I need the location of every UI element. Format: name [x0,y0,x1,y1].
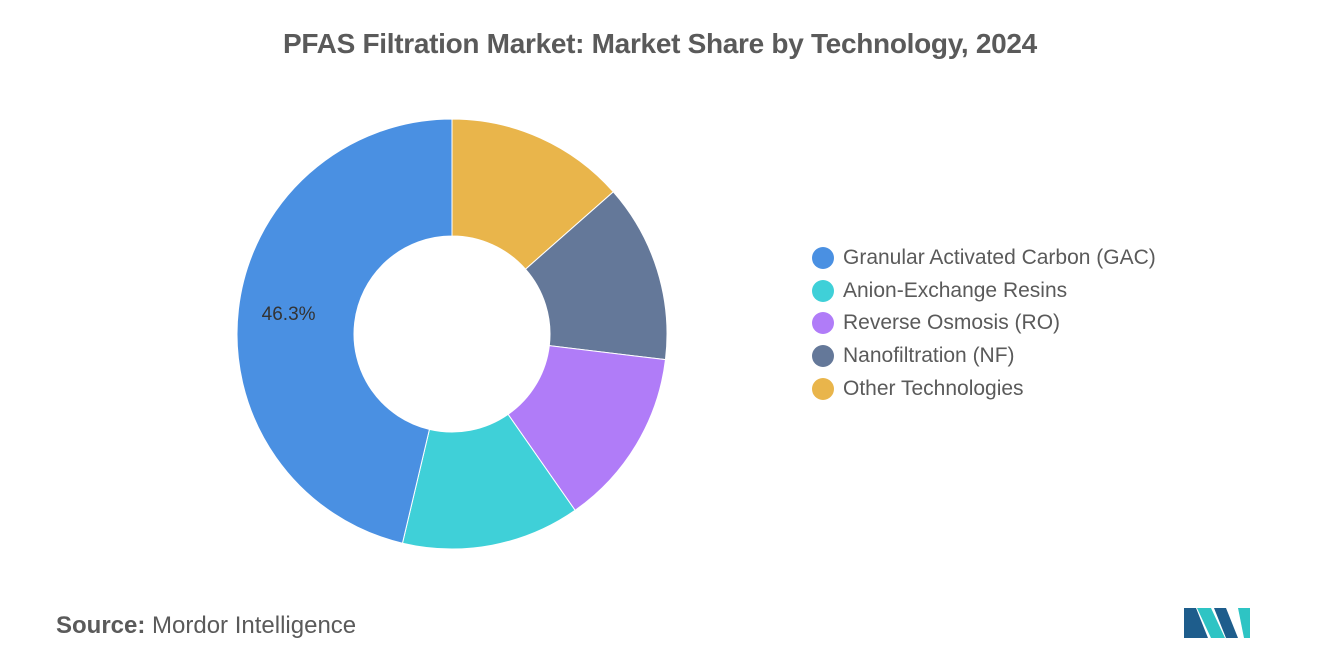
mordor-intelligence-logo-icon [1184,608,1250,638]
legend-item: Nanofiltration (NF) [812,340,1156,373]
legend-swatch [812,377,834,400]
legend-label: Other Technologies [843,376,1024,400]
donut-slice [236,118,453,544]
legend-item: Anion-Exchange Resins [812,275,1156,308]
donut-slices [236,118,668,550]
legend-swatch [812,279,834,302]
legend-item: Granular Activated Carbon (GAC) [812,242,1156,275]
legend-label: Nanofiltration (NF) [843,344,1015,368]
legend-item: Other Technologies [812,372,1156,405]
legend-swatch [812,312,834,335]
legend-label: Reverse Osmosis (RO) [843,311,1061,335]
chart-title: PFAS Filtration Market: Market Share by … [283,28,1037,59]
source-text: Mordor Intelligence [152,612,357,639]
legend-swatch [812,345,834,368]
legend-label: Granular Activated Carbon (GAC) [843,246,1156,270]
slice-labels: 46.3% [262,304,316,325]
slice-data-label: 46.3% [262,304,316,325]
legend-swatch [812,247,834,270]
source-label: Source: [56,612,146,639]
chart-legend: Granular Activated Carbon (GAC) Anion-Exc… [812,242,1156,405]
legend-label: Anion-Exchange Resins [843,278,1068,302]
source-line: Source: Mordor Intelligence [56,612,356,640]
legend-item: Reverse Osmosis (RO) [812,307,1156,340]
